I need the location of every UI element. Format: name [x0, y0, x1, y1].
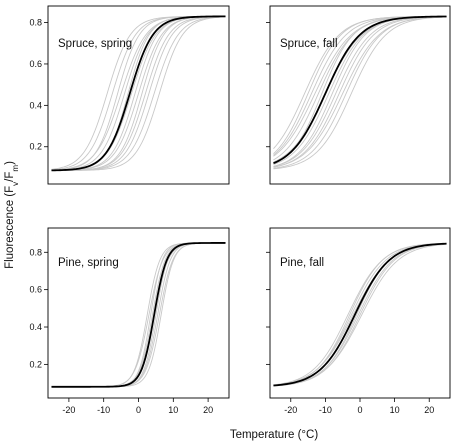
- individual-curve: [273, 16, 447, 170]
- y-tick-label: 0.6: [29, 59, 42, 69]
- x-tick-label: 0: [136, 405, 141, 415]
- panel-spruce-fall: Spruce, fall: [266, 5, 451, 185]
- y-tick-label: 0.2: [29, 359, 42, 369]
- x-tick-label: 10: [390, 405, 400, 415]
- x-axis-title: Temperature (°C): [230, 429, 318, 441]
- mean-curve: [51, 242, 226, 388]
- panel-spruce-spring: 0.2 0.4 0.6 0.8 Spruce, spring: [29, 5, 230, 185]
- panel-frame: [269, 5, 451, 185]
- curves-layer: [273, 242, 447, 387]
- mean-curve: [273, 15, 447, 165]
- ticks-layer: 0.2 0.4 0.6 0.8 -20 -10 0 10 20: [29, 247, 213, 415]
- x-tick-label: 0: [357, 405, 362, 415]
- panel-label: Pine, spring: [58, 257, 119, 269]
- curves-layer: [51, 15, 226, 172]
- y-tick-label: 0.6: [29, 285, 42, 295]
- y-axis-title: Fluorescence (Fv/Fm): [4, 161, 20, 269]
- individual-curve: [273, 243, 447, 387]
- ticks-layer: [266, 22, 270, 148]
- panel-label: Pine, fall: [280, 257, 324, 269]
- curves-layer: [51, 242, 226, 388]
- x-tick-label: 20: [424, 405, 434, 415]
- curves-layer: [273, 15, 447, 170]
- x-tick-label: -20: [62, 405, 75, 415]
- x-tick-label: -20: [284, 405, 297, 415]
- y-tick-label: 0.4: [29, 100, 42, 110]
- mean-curve: [273, 242, 447, 387]
- panel-label: Spruce, fall: [280, 38, 338, 50]
- x-tick-label: 10: [168, 405, 178, 415]
- x-tick-label: -10: [97, 405, 110, 415]
- ticks-layer: -20 -10 0 10 20: [266, 251, 434, 415]
- panel-label: Spruce, spring: [58, 38, 132, 50]
- mean-curve: [51, 15, 226, 172]
- ticks-layer: 0.2 0.4 0.6 0.8: [29, 18, 48, 152]
- panel-pine-fall: -20 -10 0 10 20 Pine, fall: [266, 227, 451, 415]
- x-tick-label: 20: [203, 405, 213, 415]
- y-tick-label: 0.2: [29, 142, 42, 152]
- y-tick-label: 0.8: [29, 18, 42, 28]
- individual-curve: [273, 16, 447, 169]
- panel-pine-spring: 0.2 0.4 0.6 0.8 -20 -10 0 10 20 Pine, spring: [29, 227, 230, 415]
- y-tick-label: 0.4: [29, 322, 42, 332]
- individual-curve: [51, 16, 226, 171]
- panel-frame: [47, 5, 230, 185]
- panel-frame: [269, 227, 451, 399]
- y-tick-label: 0.8: [29, 247, 42, 257]
- x-tick-label: -10: [319, 405, 332, 415]
